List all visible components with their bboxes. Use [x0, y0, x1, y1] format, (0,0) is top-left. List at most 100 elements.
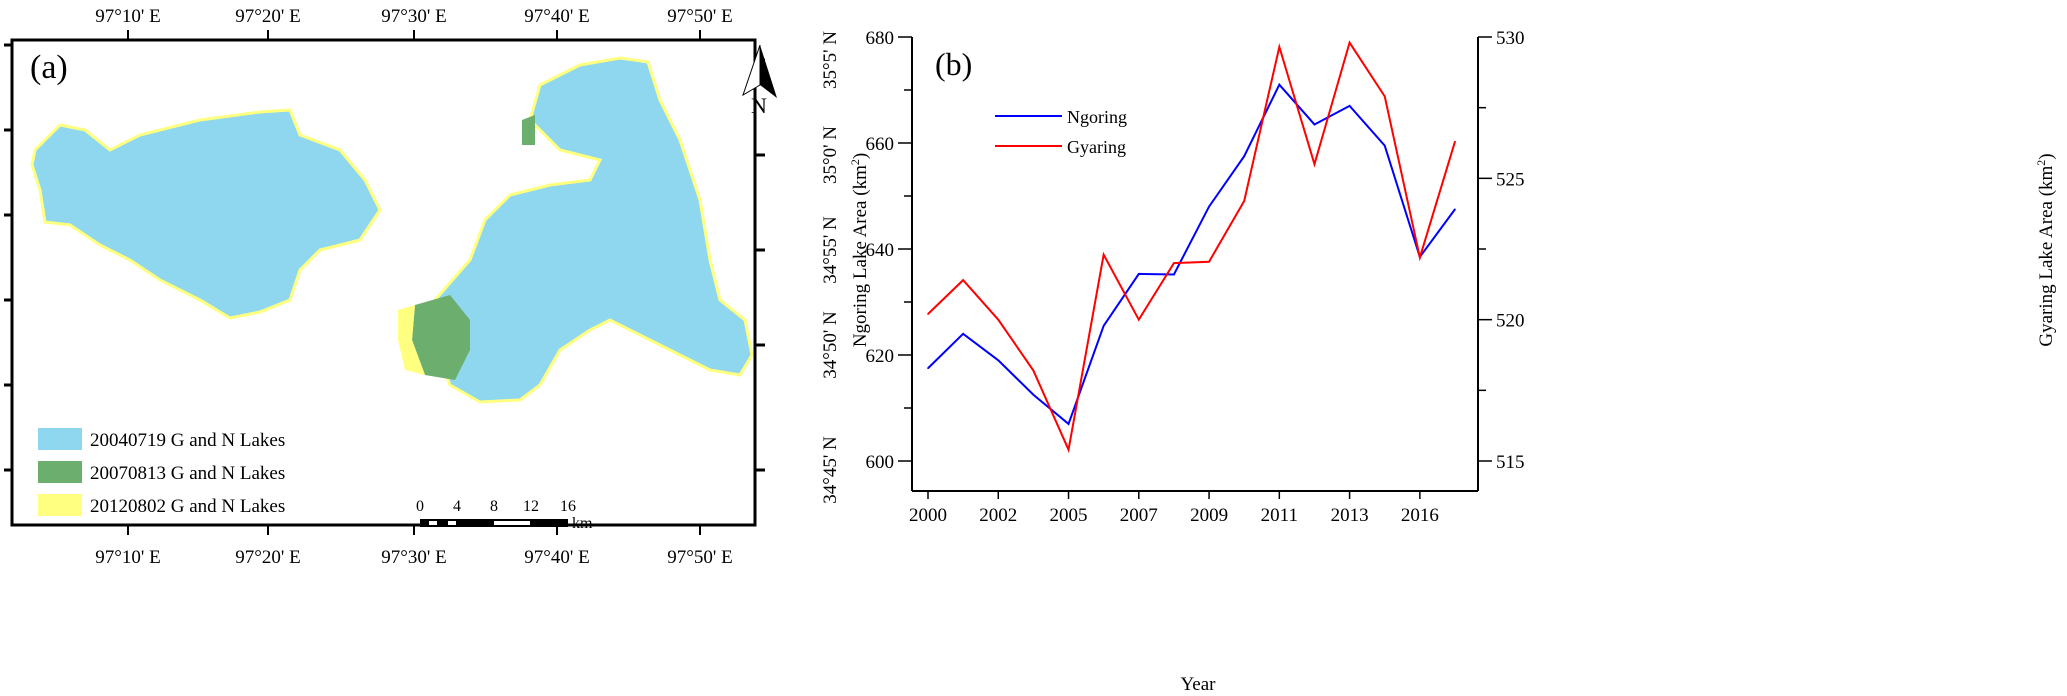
x-tick-label: 2007: [1120, 505, 1158, 526]
x-tick-label: 2009: [1190, 505, 1228, 526]
data-point-gyaring: [1419, 256, 1421, 259]
north-arrow-icon: N: [742, 44, 777, 118]
legend-label: 20070813 G and N Lakes: [90, 463, 285, 484]
data-point-gyaring: [1032, 369, 1035, 372]
line-chart: (b) Year Ngoring Lake Area (km2) Gyaring…: [848, 28, 2057, 695]
data-point-gyaring: [1173, 262, 1175, 264]
lon-label-bottom: 97°40' E: [524, 547, 589, 568]
scale-label: 4: [453, 498, 461, 515]
lon-label-bottom: 97°20' E: [235, 547, 300, 568]
lat-label: 35°5' N: [820, 31, 841, 89]
data-point-gyaring: [962, 279, 964, 281]
lon-label-top: 97°40' E: [524, 6, 589, 27]
data-point-gyaring: [1243, 200, 1245, 202]
data-point-gyaring: [1454, 140, 1456, 143]
gyaring-lake: [30, 108, 382, 320]
data-point-gyaring: [1102, 253, 1105, 256]
data-point-gyaring: [997, 318, 1000, 321]
legend-label: Gyaring: [1067, 137, 1126, 157]
scale-label: 16: [560, 498, 576, 515]
scale-label: 12: [523, 498, 539, 515]
y-right-tick-label: 520: [1496, 311, 1525, 332]
scale-bar-segment: [429, 521, 437, 525]
data-point-gyaring: [927, 313, 929, 315]
data-point-ngoring: [1138, 273, 1140, 275]
series-line-ngoring: [927, 82, 1456, 426]
lat-label: 34°55' N: [820, 216, 841, 284]
y-right-tick-label: 515: [1496, 452, 1525, 473]
x-axis-title: Year: [1180, 674, 1216, 695]
x-tick-label: 2000: [909, 505, 947, 526]
legend-swatch: [38, 428, 82, 450]
chart-panel-label: (b): [935, 46, 972, 82]
y-left-tick-label: 620: [866, 346, 895, 367]
data-point-gyaring: [1383, 95, 1386, 98]
data-point-ngoring: [962, 333, 964, 335]
data-point-ngoring: [1313, 123, 1316, 126]
y-axis-right-title: Gyaring Lake Area (km2): [2034, 153, 2057, 346]
data-point-ngoring: [1067, 423, 1070, 425]
series-line-gyaring: [927, 40, 1456, 454]
lat-label: 35°0' N: [820, 126, 841, 184]
data-point-ngoring: [1173, 273, 1175, 276]
ngoring-lake: [418, 56, 754, 404]
legend-swatch: [38, 461, 82, 483]
scale-bar-segment: [494, 521, 530, 525]
data-point-gyaring: [1313, 163, 1316, 165]
lat-label: 34°45' N: [820, 436, 841, 504]
data-point-ngoring: [1348, 105, 1351, 107]
y-left-tick-label: 640: [866, 240, 895, 261]
green-wetland: [412, 295, 470, 380]
data-point-gyaring: [1278, 46, 1281, 48]
map-panel: 97°10' E 97°10' E 97°20' E 97°20' E 97°30' E…: [4, 6, 841, 568]
lon-label-top: 97°50' E: [667, 6, 732, 27]
data-point-ngoring: [1208, 205, 1210, 208]
lon-label-bottom: 97°10' E: [95, 547, 160, 568]
x-tick-label: 2005: [1050, 505, 1088, 526]
lon-label-top: 97°10' E: [95, 6, 160, 27]
data-point-gyaring: [1348, 41, 1351, 44]
legend-label: 20120802 G and N Lakes: [90, 496, 285, 517]
data-point-gyaring: [1067, 448, 1070, 451]
data-point-ngoring: [1032, 393, 1035, 396]
data-point-gyaring: [1138, 318, 1140, 321]
data-point-ngoring: [1454, 208, 1456, 211]
y-right-tick-label: 525: [1496, 169, 1525, 190]
y-left-tick-label: 600: [866, 452, 895, 473]
x-tick-label: 2011: [1261, 505, 1298, 526]
data-point-ngoring: [1383, 144, 1386, 147]
data-point-ngoring: [1102, 325, 1105, 327]
data-point-ngoring: [1243, 155, 1245, 158]
scale-label: 0: [416, 498, 424, 515]
scale-label: 8: [490, 498, 498, 515]
lon-label-top: 97°30' E: [381, 6, 446, 27]
scale-bar-segment: [448, 521, 456, 525]
lon-label-bottom: 97°50' E: [667, 547, 732, 568]
lon-label-bottom: 97°30' E: [381, 547, 446, 568]
map-panel-label: (a): [30, 49, 68, 86]
data-point-ngoring: [927, 367, 929, 370]
north-label: N: [751, 93, 767, 118]
data-point-gyaring: [1208, 260, 1210, 263]
y-left-tick-label: 680: [866, 28, 895, 49]
y-axis-left-title: Ngoring Lake Area (km2): [848, 153, 871, 347]
lat-label: 34°50' N: [820, 311, 841, 379]
y-left-tick-label: 660: [866, 134, 895, 155]
green-patch: [522, 115, 535, 145]
legend-label: 20040719 G and N Lakes: [90, 430, 285, 451]
scale-unit: km: [572, 515, 593, 532]
legend-swatch: [38, 494, 82, 516]
yellow-margin: [398, 305, 425, 375]
map-legend: 20040719 G and N Lakes 20070813 G and N L…: [38, 428, 285, 517]
data-point-ngoring: [1278, 83, 1281, 86]
x-tick-label: 2013: [1331, 505, 1369, 526]
x-tick-label: 2002: [979, 505, 1017, 526]
data-point-ngoring: [997, 359, 1000, 362]
x-tick-label: 2016: [1401, 505, 1439, 526]
lon-label-top: 97°20' E: [235, 6, 300, 27]
legend-label: Ngoring: [1067, 107, 1127, 127]
y-right-tick-label: 530: [1496, 28, 1525, 49]
